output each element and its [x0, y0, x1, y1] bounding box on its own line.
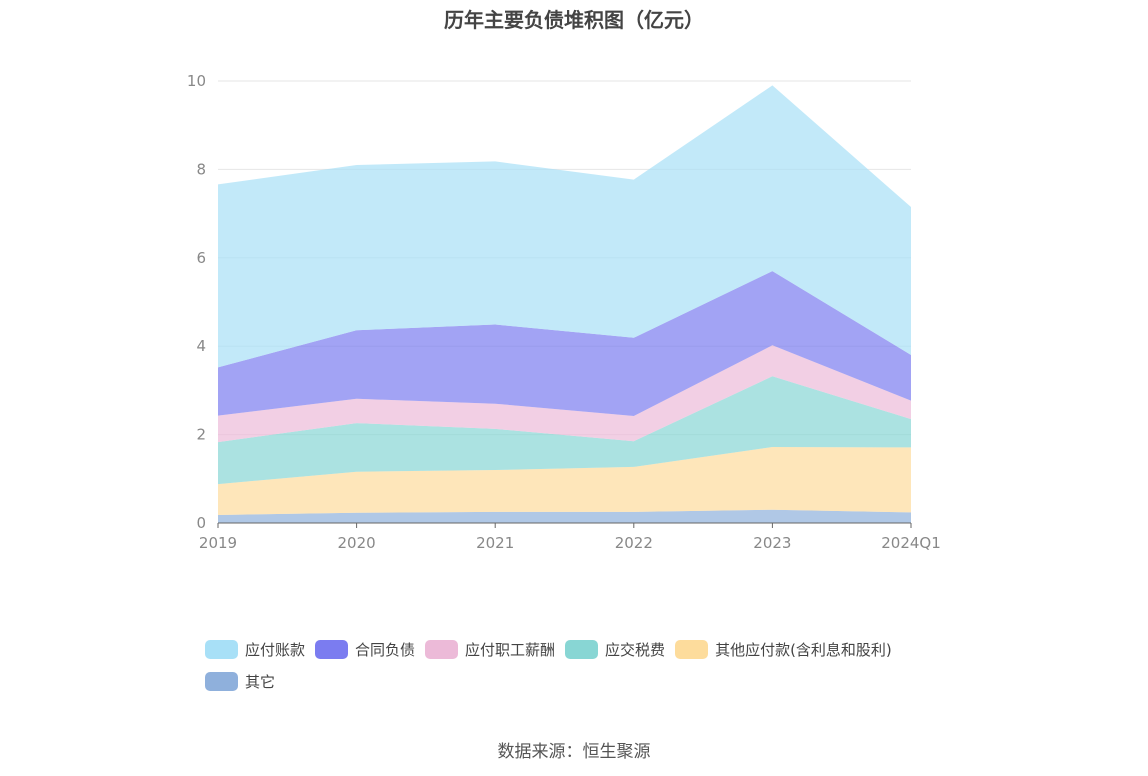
series-area-0	[218, 509, 911, 523]
legend-item[interactable]: 合同负债	[315, 638, 415, 660]
legend-item[interactable]: 应付职工薪酬	[425, 638, 555, 660]
chart-title: 历年主要负债堆积图（亿元）	[444, 8, 704, 32]
series-area-2	[218, 376, 911, 485]
legend-swatch	[675, 639, 709, 659]
legend-item[interactable]: 其他应付款(含利息和股利)	[675, 638, 892, 660]
area-series	[218, 85, 911, 523]
axes: 0 2 4 6 8 10 2019 2020 2021 2022 2023 2024Q1	[187, 72, 941, 552]
y-tick-label: 8	[196, 160, 206, 178]
x-tick-label: 2020	[338, 534, 376, 552]
x-tick-label: 2024Q1	[881, 534, 941, 552]
x-tick-label: 2019	[199, 534, 237, 552]
legend-label: 其他应付款(含利息和股利)	[715, 640, 892, 659]
x-tick-label: 2023	[753, 534, 791, 552]
series-area-4	[218, 271, 911, 416]
legend-swatch	[425, 639, 459, 659]
data-source-note: 数据来源：恒生聚源	[497, 742, 651, 762]
legend-item[interactable]: 应交税费	[565, 638, 665, 660]
legend-label: 应付账款	[245, 640, 306, 659]
chart-legend: 应付账款 合同负债 应付职工薪酬 应交税费 其他应付款(含利息和股利) 其它	[205, 638, 965, 702]
legend-swatch	[315, 639, 349, 659]
legend-label: 合同负债	[355, 640, 416, 659]
series-area-5	[218, 85, 911, 368]
legend-label: 其它	[245, 672, 276, 691]
y-tick-label: 0	[196, 514, 206, 532]
legend-swatch	[565, 639, 599, 659]
y-tick-label: 4	[196, 337, 206, 355]
stacked-area-chart: 0 2 4 6 8 10 2019 2020 2021 2022 2023 2024Q1	[187, 72, 941, 552]
legend-label: 应交税费	[605, 640, 666, 659]
legend-item[interactable]: 应付账款	[205, 638, 305, 660]
y-tick-label: 2	[196, 426, 206, 444]
x-tick-label: 2022	[615, 534, 653, 552]
legend-swatch	[205, 639, 238, 659]
series-area-1	[218, 447, 911, 515]
legend-item[interactable]: 其它	[205, 670, 275, 692]
series-area-3	[218, 345, 911, 443]
legend-swatch	[205, 671, 238, 691]
y-tick-label: 6	[196, 249, 206, 267]
y-tick-label: 10	[187, 72, 206, 90]
legend-label: 应付职工薪酬	[465, 640, 556, 659]
x-tick-label: 2021	[476, 534, 514, 552]
